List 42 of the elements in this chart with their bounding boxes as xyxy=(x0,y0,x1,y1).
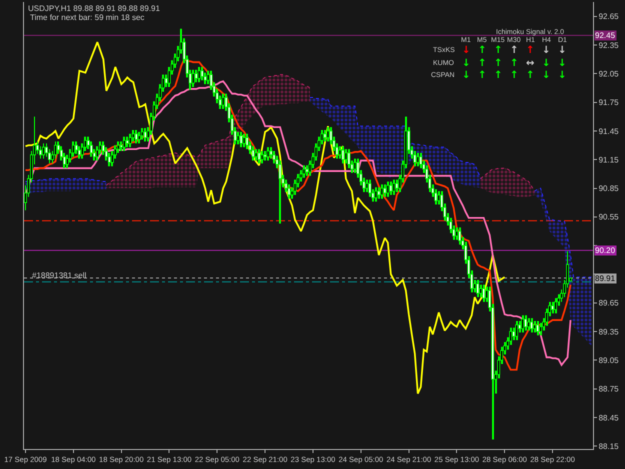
y-tick-label: 88.45 xyxy=(598,413,620,422)
text: ↑ xyxy=(510,70,518,81)
text: ↓ xyxy=(462,45,470,56)
y-tick-label: 90.55 xyxy=(598,212,620,222)
text: ↑ xyxy=(494,58,502,69)
ref-line-label: 89.91 xyxy=(595,274,616,283)
text: ↓ xyxy=(558,70,566,81)
y-tick-label: 89.65 xyxy=(598,298,620,308)
text: ↑ xyxy=(494,70,502,81)
text: ↑ xyxy=(478,70,486,81)
chart-title: USDJPY,H1 89.88 89.91 89.88 89.91 xyxy=(28,4,160,13)
ref-line-label: 92.45 xyxy=(595,31,616,40)
text: ↓ xyxy=(462,70,470,81)
y-tick-label: 89.35 xyxy=(598,327,620,336)
y-tick-label: 91.15 xyxy=(598,155,620,164)
text: ↑ xyxy=(494,45,502,56)
text: ↓ xyxy=(558,58,566,69)
y-tick-label: 92.65 xyxy=(598,12,620,22)
text: ↓ xyxy=(542,45,550,56)
text: ↓ xyxy=(558,45,566,56)
text: Time for next bar: 59 min 18 sec xyxy=(30,13,144,22)
text: ↓ xyxy=(542,58,550,69)
y-tick-label: 88.15 xyxy=(598,442,620,451)
y-tick-label: 92.05 xyxy=(598,69,620,78)
text: ↑ xyxy=(478,45,486,56)
text: ↓ xyxy=(462,58,470,69)
text: ↑ xyxy=(478,58,486,69)
text: ↑ xyxy=(526,70,534,81)
y-tick-label: 89.05 xyxy=(598,356,620,365)
annotation: #18891381 sell xyxy=(32,271,86,280)
text: ↑ xyxy=(510,45,518,56)
text: ↓ xyxy=(542,70,550,81)
y-tick-label: 88.75 xyxy=(598,384,620,394)
ref-line-label: 90.20 xyxy=(595,246,616,255)
y-tick-label: 91.45 xyxy=(598,126,620,136)
y-tick-label: 90.85 xyxy=(598,184,620,194)
y-tick-label: 92.35 xyxy=(598,40,620,50)
line-series xyxy=(24,41,506,394)
text: ↑ xyxy=(526,45,534,56)
text: ↑ xyxy=(510,58,518,69)
y-tick-label: 91.75 xyxy=(598,98,620,108)
text: ↔ xyxy=(526,58,534,69)
